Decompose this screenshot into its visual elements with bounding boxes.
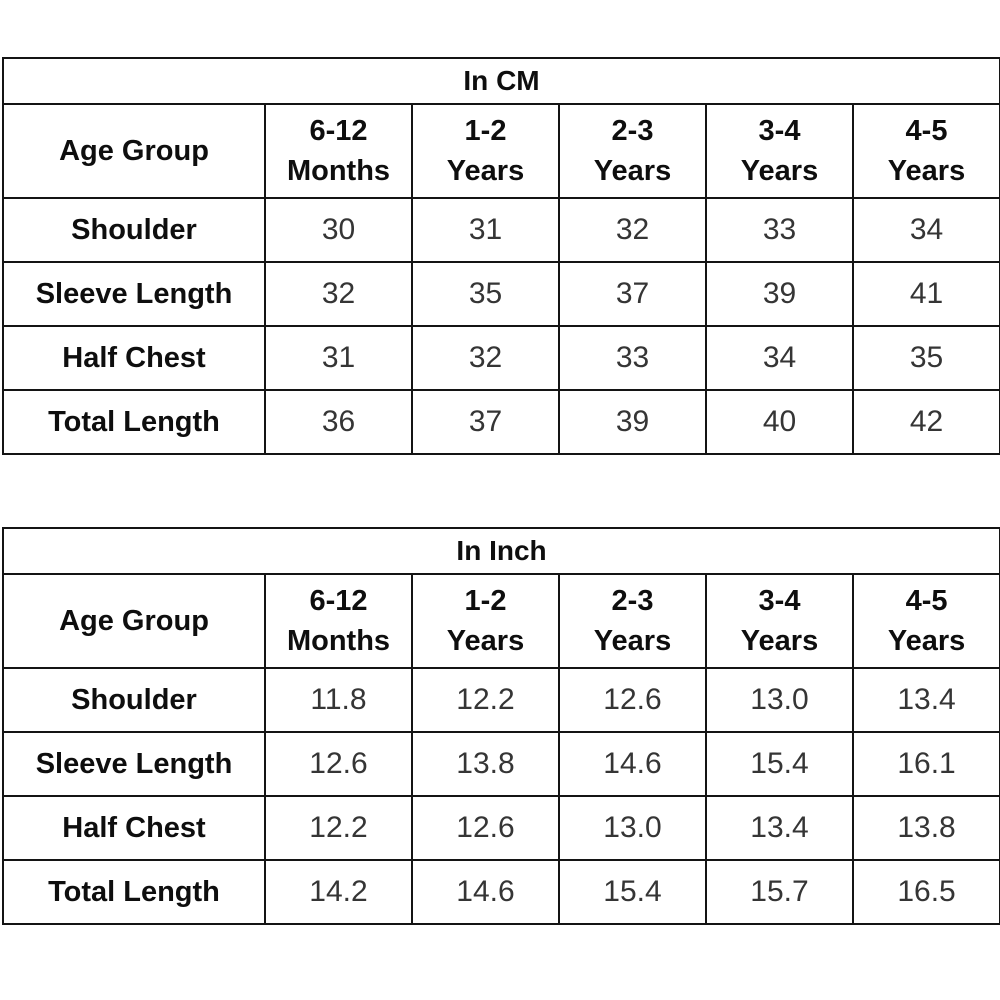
col-header-6-12-months: 6-12 Months <box>264 573 413 669</box>
table-row-total-length: Total Length 14.2 14.6 15.4 15.7 16.5 <box>2 859 1000 925</box>
row-label: Shoulder <box>2 197 266 263</box>
value-cell: 12.2 <box>411 667 560 733</box>
col-header-2-3-years: 2-3 Years <box>558 103 707 199</box>
col-header-1-2-years: 1-2 Years <box>411 103 560 199</box>
value-cell: 16.1 <box>851 731 1000 797</box>
table-row-shoulder: Shoulder 11.8 12.2 12.6 13.0 13.4 <box>2 667 1000 733</box>
value-cell: 37 <box>411 389 560 455</box>
value-cell: 15.7 <box>705 859 854 925</box>
header-row: Age Group 6-12 Months 1-2 Years 2-3 Year… <box>2 103 1000 199</box>
col-header-3-4-years: 3-4 Years <box>705 103 854 199</box>
value-cell: 14.2 <box>264 859 413 925</box>
table-row-half-chest: Half Chest 12.2 12.6 13.0 13.4 13.8 <box>2 795 1000 861</box>
value-cell: 13.4 <box>851 667 1000 733</box>
col-header-4-5-years: 4-5 Years <box>851 573 1000 669</box>
value-cell: 37 <box>558 261 707 327</box>
size-table-cm: In CM Age Group 6-12 Months 1-2 Years 2-… <box>1 57 1000 455</box>
value-cell: 34 <box>851 197 1000 263</box>
table-row-total-length: Total Length 36 37 39 40 42 <box>2 389 1000 455</box>
value-cell: 13.4 <box>705 795 854 861</box>
value-cell: 12.6 <box>411 795 560 861</box>
col-header-4-5-years: 4-5 Years <box>851 103 1000 199</box>
row-label: Half Chest <box>2 325 266 391</box>
value-cell: 12.6 <box>558 667 707 733</box>
value-cell: 14.6 <box>558 731 707 797</box>
table-row-sleeve-length: Sleeve Length 12.6 13.8 14.6 15.4 16.1 <box>2 731 1000 797</box>
value-cell: 15.4 <box>558 859 707 925</box>
col-header-3-4-years: 3-4 Years <box>705 573 854 669</box>
value-cell: 13.8 <box>851 795 1000 861</box>
value-cell: 11.8 <box>264 667 413 733</box>
value-cell: 14.6 <box>411 859 560 925</box>
col-header-6-12-months: 6-12 Months <box>264 103 413 199</box>
value-cell: 30 <box>264 197 413 263</box>
row-label: Shoulder <box>2 667 266 733</box>
value-cell: 33 <box>705 197 854 263</box>
value-cell: 31 <box>411 197 560 263</box>
value-cell: 12.6 <box>264 731 413 797</box>
value-cell: 33 <box>558 325 707 391</box>
row-label: Total Length <box>2 859 266 925</box>
value-cell: 32 <box>264 261 413 327</box>
table-row-half-chest: Half Chest 31 32 33 34 35 <box>2 325 1000 391</box>
value-cell: 32 <box>558 197 707 263</box>
table-row-shoulder: Shoulder 30 31 32 33 34 <box>2 197 1000 263</box>
value-cell: 39 <box>705 261 854 327</box>
table-title-row: In CM <box>1 57 1000 105</box>
value-cell: 35 <box>411 261 560 327</box>
row-label: Total Length <box>2 389 266 455</box>
value-cell: 16.5 <box>851 859 1000 925</box>
value-cell: 40 <box>705 389 854 455</box>
value-cell: 13.0 <box>705 667 854 733</box>
table-title-row: In Inch <box>1 527 1000 575</box>
value-cell: 39 <box>558 389 707 455</box>
header-row: Age Group 6-12 Months 1-2 Years 2-3 Year… <box>2 573 1000 669</box>
age-group-header: Age Group <box>2 573 266 669</box>
row-label: Sleeve Length <box>2 731 266 797</box>
value-cell: 13.0 <box>558 795 707 861</box>
value-cell: 35 <box>851 325 1000 391</box>
value-cell: 42 <box>851 389 1000 455</box>
col-header-2-3-years: 2-3 Years <box>558 573 707 669</box>
table-row-sleeve-length: Sleeve Length 32 35 37 39 41 <box>2 261 1000 327</box>
value-cell: 32 <box>411 325 560 391</box>
table-title-inch: In Inch <box>1 527 1000 575</box>
value-cell: 31 <box>264 325 413 391</box>
value-cell: 34 <box>705 325 854 391</box>
size-table-inch: In Inch Age Group 6-12 Months 1-2 Years … <box>1 527 1000 925</box>
value-cell: 12.2 <box>264 795 413 861</box>
value-cell: 36 <box>264 389 413 455</box>
value-cell: 41 <box>851 261 1000 327</box>
row-label: Half Chest <box>2 795 266 861</box>
value-cell: 15.4 <box>705 731 854 797</box>
col-header-1-2-years: 1-2 Years <box>411 573 560 669</box>
table-title-cm: In CM <box>1 57 1000 105</box>
row-label: Sleeve Length <box>2 261 266 327</box>
age-group-header: Age Group <box>2 103 266 199</box>
value-cell: 13.8 <box>411 731 560 797</box>
